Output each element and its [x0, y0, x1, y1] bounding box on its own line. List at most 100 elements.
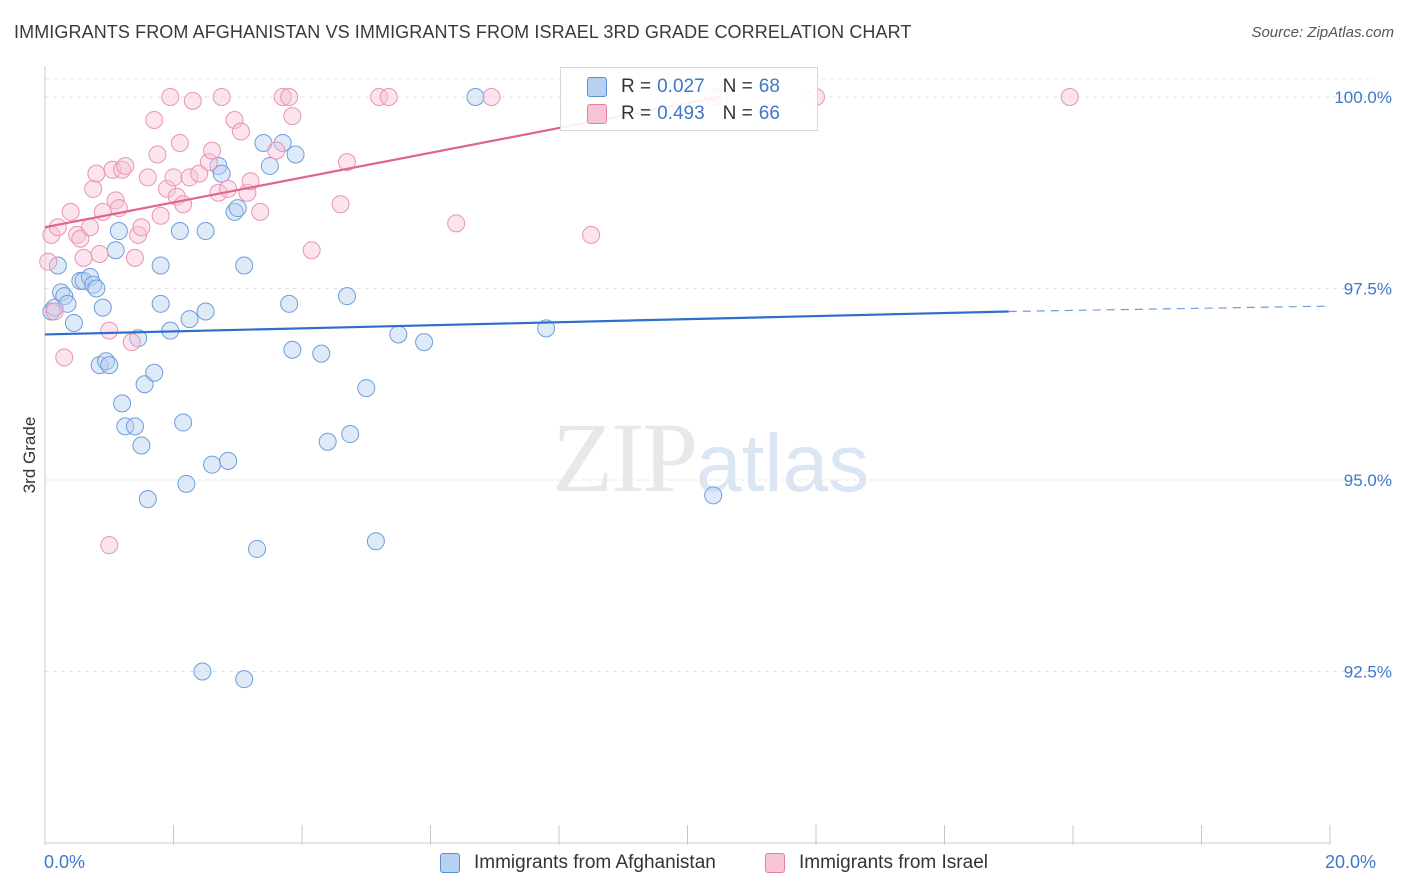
afghanistan-point: [248, 539, 267, 558]
afghanistan-point: [138, 490, 157, 509]
afghanistan-point: [235, 670, 254, 689]
afghanistan-point: [537, 319, 556, 338]
afghanistan-point: [170, 222, 189, 241]
axes: [44, 66, 1331, 845]
israel-point: [74, 248, 93, 267]
legend-row-afghanistan: R = 0.027 N = 68: [587, 74, 780, 100]
x-tick-label-max: 20.0%: [1325, 852, 1377, 872]
legend-swatch-afghanistan: [587, 77, 607, 97]
israel-point: [71, 229, 90, 248]
afghanistan-point: [704, 486, 723, 505]
correlation-legend: R = 0.027 N = 68 R = 0.493 N = 66: [560, 67, 818, 131]
israel-point: [122, 333, 141, 352]
israel-point: [116, 156, 135, 175]
israel-point: [84, 179, 103, 198]
afghanistan-trend-line: [44, 310, 1009, 336]
israel-point: [212, 88, 231, 106]
legend-swatch-afghanistan: [440, 853, 460, 873]
israel-point: [90, 245, 109, 264]
afghanistan-point: [366, 532, 385, 551]
israel-point: [582, 225, 601, 244]
afghanistan-point: [273, 133, 292, 152]
afghanistan-point: [132, 436, 151, 455]
israel-point: [447, 214, 466, 233]
legend-n-label: N =: [722, 103, 753, 124]
legend-n-value: 68: [758, 76, 780, 97]
israel-point: [370, 88, 389, 106]
afghanistan-point: [180, 310, 199, 329]
israel-point: [273, 88, 292, 106]
afghanistan-point: [106, 241, 125, 260]
legend-label-afghanistan: Immigrants from Afghanistan: [474, 852, 716, 873]
israel-point: [180, 168, 199, 187]
legend-item-israel: Immigrants from Israel: [765, 852, 988, 874]
israel-point: [1060, 88, 1079, 106]
afghanistan-point: [318, 432, 337, 451]
afghanistan-point: [109, 222, 128, 241]
israel-point: [39, 252, 58, 271]
afghanistan-point: [228, 199, 247, 218]
israel-point: [164, 168, 183, 187]
israel-point: [87, 164, 106, 183]
afghanistan-point: [415, 333, 434, 352]
y-tick-label: 100.0%: [1334, 88, 1392, 107]
legend-swatch-israel: [587, 104, 607, 124]
israel-point: [45, 302, 64, 321]
y-tick-label: 92.5%: [1344, 663, 1392, 682]
watermark: ZIPatlas: [552, 400, 869, 515]
afghanistan-point: [177, 474, 196, 493]
afghanistan-point: [93, 298, 112, 317]
chart-title: IMMIGRANTS FROM AFGHANISTAN VS IMMIGRANT…: [14, 22, 912, 42]
legend-r-value: 0.027: [657, 76, 705, 97]
grid-lines: [45, 78, 1375, 672]
afghanistan-point: [113, 394, 132, 413]
israel-point: [48, 218, 67, 237]
afghanistan-point: [48, 256, 67, 275]
series-legend: Immigrants from Afghanistan Immigrants f…: [0, 852, 1406, 878]
legend-r-label: R =: [621, 103, 652, 124]
afghanistan-point: [235, 256, 254, 275]
afghanistan-point: [219, 451, 238, 470]
legend-label-israel: Immigrants from Israel: [799, 852, 988, 873]
afghanistan-point: [145, 363, 164, 382]
israel-point: [379, 88, 398, 106]
israel-point: [138, 168, 157, 187]
afghanistan-point: [286, 145, 305, 164]
israel-point: [145, 110, 164, 129]
israel-point: [80, 218, 99, 237]
afghanistan-trend-extension: [1008, 305, 1331, 313]
israel-point: [267, 141, 286, 160]
afghanistan-point: [212, 164, 231, 183]
israel-point: [219, 179, 238, 198]
israel-point: [203, 141, 222, 160]
afghanistan-point: [125, 417, 144, 436]
legend-n-label: N =: [722, 76, 753, 97]
afghanistan-point: [116, 417, 135, 436]
x-tick-label-min: 0.0%: [44, 852, 86, 872]
afghanistan-point: [283, 340, 302, 359]
afghanistan-point: [357, 379, 376, 398]
watermark-atlas: atlas: [696, 418, 870, 509]
afghanistan-point: [203, 455, 222, 474]
legend-r-label: R =: [621, 76, 652, 97]
israel-point: [61, 202, 80, 221]
legend-row-israel: R = 0.493 N = 66: [587, 101, 780, 127]
israel-point: [225, 110, 244, 129]
y-axis-label: 3rd Grade: [20, 416, 39, 494]
israel-point: [170, 133, 189, 152]
afghanistan-point: [196, 222, 215, 241]
israel-point: [199, 153, 218, 172]
y-tick-label: 95.0%: [1344, 471, 1392, 490]
afghanistan-points: [42, 88, 729, 689]
israel-point: [158, 179, 177, 198]
afghanistan-point: [151, 294, 170, 313]
israel-point: [231, 122, 250, 141]
afghanistan-point: [135, 375, 154, 394]
israel-point: [132, 218, 151, 237]
watermark-zip: ZIP: [552, 402, 698, 513]
afghanistan-point: [260, 156, 279, 175]
israel-point: [280, 88, 299, 106]
afghanistan-point: [87, 279, 106, 298]
afghanistan-point: [64, 313, 83, 332]
israel-point: [337, 153, 356, 172]
